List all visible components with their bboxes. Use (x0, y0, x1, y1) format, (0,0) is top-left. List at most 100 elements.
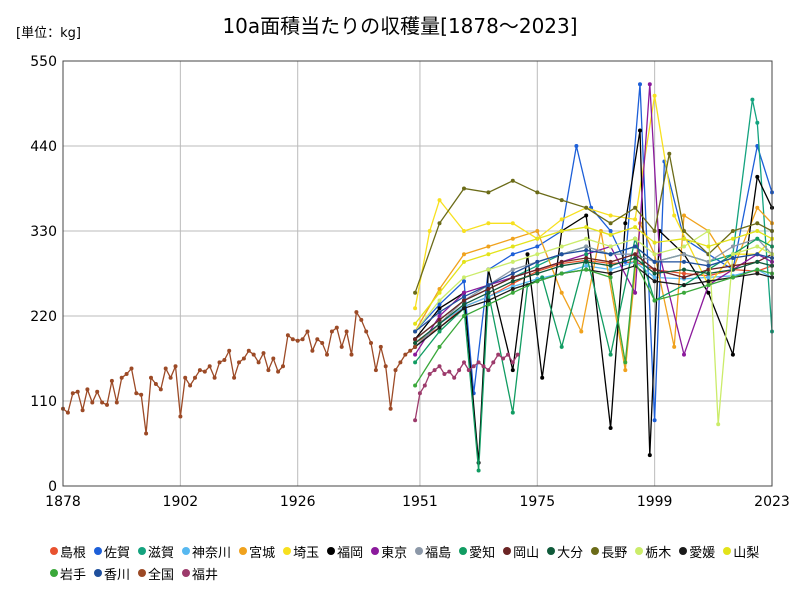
data-point (334, 325, 339, 330)
data-point (378, 344, 383, 349)
data-point (486, 290, 491, 295)
legend-label: 宮城 (249, 545, 276, 561)
x-tick-label: 1999 (637, 494, 673, 510)
data-point (608, 267, 613, 272)
data-point (491, 360, 496, 365)
data-point (652, 418, 657, 423)
series-line (414, 257, 773, 344)
data-point (413, 418, 418, 423)
series-line (414, 237, 773, 348)
data-point (652, 93, 657, 98)
data-point (100, 400, 105, 405)
data-point (584, 225, 589, 230)
data-point (584, 248, 589, 253)
data-point (486, 298, 491, 303)
data-point (329, 329, 334, 334)
data-point (462, 314, 466, 318)
data-point (168, 375, 173, 380)
legend-item: 福岡 (327, 540, 363, 562)
data-point (114, 400, 119, 405)
data-point (109, 378, 114, 383)
data-point (105, 402, 109, 407)
data-point (584, 236, 589, 241)
data-point (638, 128, 642, 133)
data-point (403, 352, 408, 357)
data-point (540, 375, 545, 380)
data-point (682, 352, 686, 357)
data-point (559, 229, 564, 233)
data-point (471, 364, 476, 369)
data-point (559, 344, 564, 349)
data-point (633, 244, 638, 249)
data-point (633, 259, 638, 264)
data-point (144, 431, 149, 436)
data-point (608, 229, 613, 233)
series-18 (413, 244, 774, 334)
data-point (510, 252, 515, 257)
legend-item: 岩手 (50, 562, 86, 584)
x-tick-label: 1878 (45, 494, 81, 510)
data-point (437, 364, 442, 369)
data-point (755, 229, 760, 233)
data-point (510, 271, 515, 276)
data-point (183, 375, 188, 380)
data-point (65, 410, 70, 415)
data-point (633, 205, 638, 210)
data-point (559, 252, 564, 257)
data-point (261, 351, 266, 356)
data-point (413, 290, 418, 295)
legend-label: 愛媛 (689, 545, 716, 561)
legend-marker-icon (723, 547, 732, 555)
data-point (364, 329, 369, 334)
data-point (559, 263, 564, 268)
legend-item: 福島 (415, 540, 451, 562)
data-point (197, 368, 202, 373)
axis-labels: 1878 1902 1926 1951 1975 1999 2023 0 110 220 330 44… (30, 54, 790, 510)
data-point (462, 279, 466, 284)
data-point (706, 275, 711, 280)
x-tick-label: 1951 (402, 494, 438, 510)
data-point (232, 375, 237, 380)
data-point (237, 360, 241, 365)
data-point (584, 259, 589, 264)
data-point (466, 368, 471, 373)
data-point (129, 366, 134, 371)
data-point (256, 360, 261, 365)
legend-label: 福岡 (337, 545, 364, 561)
data-point (608, 426, 613, 430)
data-point (755, 252, 760, 257)
data-point (486, 190, 491, 195)
data-point (373, 368, 378, 373)
data-point (755, 244, 760, 249)
data-point (149, 375, 153, 380)
data-point (510, 290, 515, 295)
series-3 (413, 97, 774, 342)
data-point (80, 408, 85, 413)
y-tick-label: 110 (30, 394, 57, 410)
x-tick-label: 1902 (163, 494, 199, 510)
y-tick-label: 0 (48, 479, 57, 495)
data-point (447, 369, 452, 374)
chart-title: 10a面積当たりの収穫量[1878～2023] (222, 14, 578, 38)
data-point (608, 221, 613, 226)
data-point (207, 364, 212, 369)
data-point (139, 392, 144, 397)
series-line (62, 310, 416, 434)
data-point (462, 229, 466, 233)
data-point (300, 337, 305, 342)
data-point (559, 244, 564, 249)
data-point (276, 369, 281, 374)
data-point (623, 360, 628, 365)
data-point (85, 387, 90, 392)
series-line (414, 130, 773, 463)
legend-item: 岡山 (503, 540, 539, 562)
data-point (452, 375, 457, 380)
data-point (584, 256, 589, 260)
series-13 (413, 151, 774, 295)
legend-label: 全国 (148, 567, 175, 583)
data-point (652, 240, 657, 245)
data-point (608, 352, 613, 357)
data-point (408, 348, 413, 353)
series-line (414, 245, 773, 333)
legend-item: 神奈川 (182, 540, 231, 562)
